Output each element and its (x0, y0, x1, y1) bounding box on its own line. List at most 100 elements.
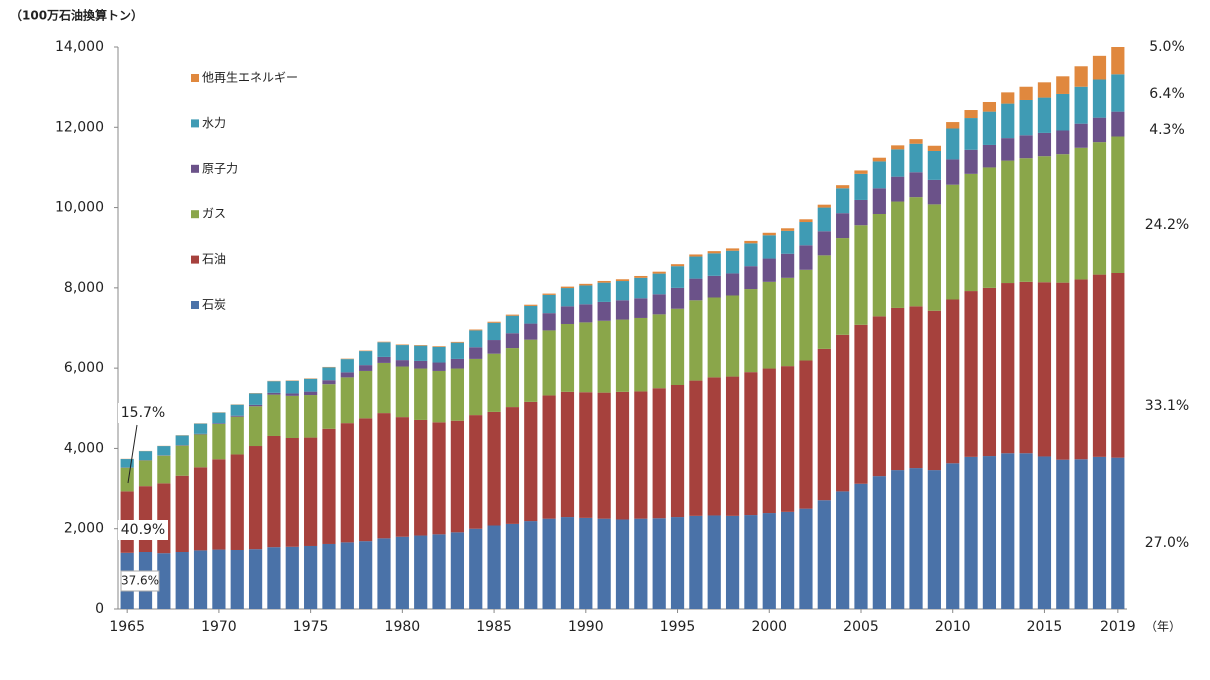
bar-segment (854, 199, 868, 226)
bar-segment (505, 348, 520, 408)
bar-segment (964, 456, 978, 609)
bar-segment (469, 329, 483, 331)
bar-segment (982, 101, 997, 112)
bar-segment (1092, 117, 1107, 143)
bar-segment (707, 515, 721, 609)
bar-segment (597, 320, 611, 393)
bar-segment (450, 358, 464, 369)
bar-segment (689, 256, 703, 279)
bar-segment (1001, 138, 1015, 161)
y-tick-label: 14,000 (55, 39, 104, 55)
bar-segment (524, 323, 538, 340)
x-tick-label: 2010 (935, 619, 971, 635)
bar-segment (799, 508, 813, 609)
bar-segment (414, 368, 428, 420)
bar-segment (817, 255, 831, 349)
bar-segment (781, 230, 795, 254)
bar-segment (285, 380, 299, 394)
bar-segment (157, 446, 171, 456)
bar-segment (707, 253, 721, 276)
bar-segment (762, 235, 776, 259)
bar-segment (670, 266, 685, 288)
bar-segment (304, 545, 318, 609)
bar-segment (817, 231, 831, 256)
x-tick-label: 1985 (476, 619, 512, 635)
bar-segment (670, 517, 685, 609)
bar-segment (689, 254, 703, 257)
y-axis-title: （100万石油換算トン） (10, 8, 143, 23)
bar-segment (982, 456, 997, 609)
bar-segment (909, 139, 923, 144)
end-label: 27.0% (1145, 535, 1189, 551)
legend-swatch (191, 164, 199, 173)
bar-segment (248, 393, 263, 405)
bar-segment (670, 264, 685, 267)
bar-segment (1001, 283, 1015, 454)
bar-segment (634, 317, 648, 392)
bar-segment (781, 511, 795, 609)
bar-segment (505, 314, 520, 316)
bar-segment (432, 370, 446, 423)
bar-segment (946, 159, 960, 185)
bar-segment (836, 188, 850, 214)
bar-segment (560, 391, 575, 518)
bar-segment (579, 283, 593, 286)
bar-segment (725, 248, 740, 251)
bar-segment (469, 528, 483, 609)
bar-segment (414, 535, 428, 609)
x-axis-title: （年） (1145, 620, 1181, 634)
bar-segment (120, 467, 134, 492)
bar-segment (1037, 156, 1052, 283)
x-tick-label: 2000 (751, 619, 787, 635)
bar-segment (230, 454, 244, 550)
bar-segment (377, 342, 391, 357)
bar-segment (450, 342, 464, 359)
bar-segment (872, 213, 886, 317)
x-tick-label: 2005 (843, 619, 879, 635)
bar-segment (744, 240, 758, 244)
x-tick-label: 1975 (293, 619, 329, 635)
bar-segment (964, 149, 978, 174)
bar-segment (927, 179, 941, 205)
bar-segment (322, 380, 336, 385)
bar-segment (707, 251, 721, 254)
bar-segment (1037, 456, 1052, 609)
bar-segment (670, 385, 685, 518)
bar-segment (1092, 79, 1107, 118)
bar-segment (579, 304, 593, 323)
bar-segment (230, 415, 244, 417)
bar-segment (267, 381, 281, 393)
bar-segment (1056, 154, 1070, 283)
bar-segment (1092, 274, 1107, 457)
bar-segment (799, 360, 813, 509)
bar-segment (175, 551, 189, 609)
bar-segment (817, 207, 831, 232)
bar-segment (1111, 457, 1125, 609)
bar-segment (560, 286, 575, 289)
bar-segment (267, 392, 281, 395)
bar-segment (432, 422, 446, 535)
bar-segment (579, 285, 593, 305)
bar-segment (982, 111, 997, 145)
legend-label: 石炭 (202, 298, 226, 312)
bar-segment (230, 404, 244, 416)
bar-segment (359, 370, 373, 419)
bar-segment (1074, 86, 1088, 124)
bar-segment (927, 470, 941, 609)
bar-segment (175, 445, 189, 476)
x-tick-label: 2015 (1027, 619, 1063, 635)
bar-segment (248, 406, 263, 447)
bar-segment (836, 185, 850, 189)
bar-segment (432, 346, 446, 347)
bar-segment (1019, 135, 1033, 159)
bar-segment (487, 353, 501, 412)
bar-segment (1092, 55, 1107, 80)
bar-segment (652, 518, 666, 609)
bar-segment (542, 313, 556, 331)
y-tick-label: 8,000 (64, 280, 104, 296)
bar-segment (762, 281, 776, 369)
y-tick-label: 0 (95, 601, 104, 617)
x-tick-label: 1990 (568, 619, 604, 635)
bar-segment (377, 362, 391, 414)
